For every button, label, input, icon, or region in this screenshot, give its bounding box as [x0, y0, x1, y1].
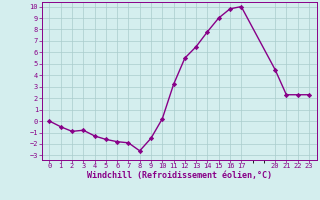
X-axis label: Windchill (Refroidissement éolien,°C): Windchill (Refroidissement éolien,°C)	[87, 171, 272, 180]
